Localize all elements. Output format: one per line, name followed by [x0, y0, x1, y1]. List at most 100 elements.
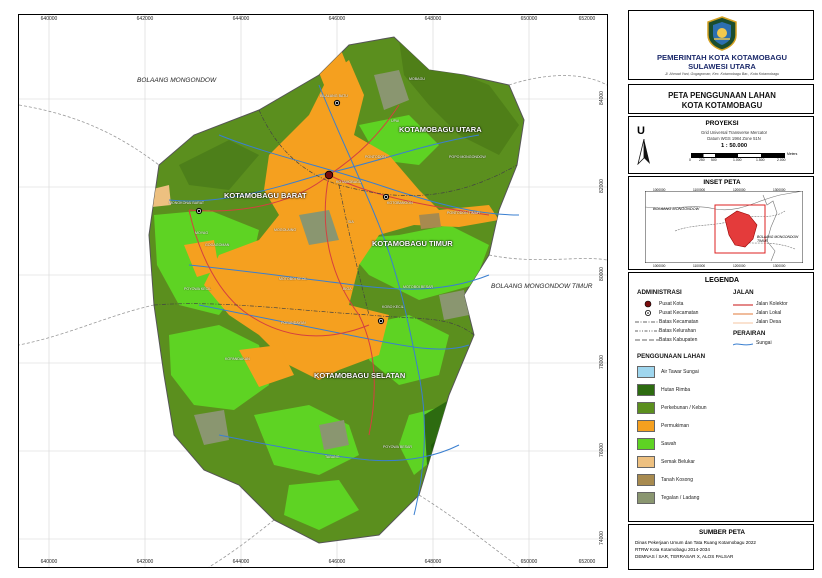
district-center-symbol — [645, 310, 651, 316]
village-label: UPAI — [391, 119, 400, 123]
grid-y-label-left: 76000 — [18, 443, 21, 457]
projection-heading: PROYEKSI — [705, 120, 739, 127]
legend-item: Batas Kabupaten — [659, 337, 698, 343]
legend-item: Permukiman — [661, 423, 690, 429]
inset-box: INSET PETA BOLAANG MONGONDOW BOLAANG MON… — [628, 176, 814, 270]
land-use-patches — [149, 40, 519, 530]
grid-x-label-bottom: 646000 — [328, 559, 346, 565]
grid-x-label-bottom: 640000 — [40, 559, 58, 565]
grid-x-label-top: 650000 — [520, 16, 538, 22]
map-sidebar: PEMERINTAH KOTA KOTAMOBAGU SULAWESI UTAR… — [628, 10, 814, 570]
village-label: TABANG — [325, 455, 340, 459]
scale-tick: 0 — [689, 158, 691, 162]
village-label: PONTODON — [365, 155, 386, 159]
river-lines — [168, 84, 520, 516]
village-road-symbol — [733, 322, 753, 324]
legend-item: Tegalan / Ladang — [661, 495, 700, 501]
inset-map — [645, 191, 803, 263]
inset-extent-box — [714, 204, 766, 254]
scale-tick: 250 — [699, 158, 705, 162]
landuse-swatch — [637, 420, 655, 432]
scale-unit: Meters — [787, 152, 798, 156]
neighbor-label-bolaang-mongondow: BOLAANG MONGONDOW — [137, 77, 217, 84]
grid-x-label-bottom: 652000 — [578, 559, 596, 565]
village-label: GOGAGOMAN — [205, 243, 230, 247]
city-center-symbol — [644, 300, 652, 308]
village-label: KOPANDAKAN — [225, 357, 250, 361]
projection-system: Grid Universal Transverse Mercator — [700, 130, 768, 135]
river-symbol — [733, 343, 753, 346]
inset-label-bm: BOLAANG MONGONDOW — [653, 207, 700, 211]
legend-item: Batas Kecamatan — [659, 319, 699, 325]
org-subtitle: SULAWESI UTARA — [688, 62, 756, 71]
collector-road-symbol — [733, 304, 753, 306]
grid-x-label-top: 644000 — [232, 16, 250, 22]
kotamobagu-emblem-icon — [707, 16, 737, 51]
village-label: POPO MONGONDOW — [449, 155, 486, 159]
landuse-swatch — [637, 456, 655, 468]
region-label-utara: KOTAMOBAGU UTARA — [399, 125, 482, 134]
village-label: POBUNDAYAN — [281, 321, 306, 325]
grid-x-label-top: 646000 — [328, 16, 346, 22]
landuse-swatch — [637, 474, 655, 486]
source-line: RTRW Kota Kotamobagu 2014-2034 — [635, 547, 710, 552]
legend-item: Pusat Kota — [659, 301, 684, 307]
regency-boundary-symbol — [635, 339, 659, 341]
land-use-map — [19, 15, 607, 567]
village-label: MOGOLAING — [274, 228, 297, 232]
map-title-box: PETA PENGGUNAAN LAHAN KOTA KOTAMOBAGU — [628, 84, 814, 114]
legend-item: Jalan Kolektor — [756, 301, 788, 307]
source-heading: SUMBER PETA — [698, 529, 746, 536]
source-line: Dinas Pekerjaan Umum dan Tata Ruang Kota… — [635, 540, 756, 545]
village-label: MOYAG — [195, 231, 209, 235]
grid-x-label-bottom: 650000 — [520, 559, 538, 565]
inset-tick-bottom: 1200000 — [733, 264, 746, 268]
legend-water-heading: PERAIRAN — [733, 330, 766, 337]
village-label: KOTOBANGON — [387, 201, 413, 205]
grid-x-label-bottom: 642000 — [136, 559, 154, 565]
landuse-swatch — [637, 438, 655, 450]
grid-y-label-right: 80000 — [598, 267, 605, 281]
legend-item: Sungai — [756, 340, 772, 346]
village-label: KOBO KECIL — [382, 305, 404, 309]
regency-boundary-lines — [19, 75, 607, 567]
projection-datum: Datum WGS 1984 Zone 51N — [707, 136, 761, 141]
village-label: KOTAMOBAGU — [336, 180, 362, 184]
city-center-marker — [324, 170, 334, 180]
scale-bar — [691, 153, 785, 158]
legend-item: Tanah Kosong — [661, 477, 693, 483]
village-label: MOTOBOI KECIL — [279, 277, 308, 281]
grid-x-label-bottom: 648000 — [424, 559, 442, 565]
village-label: MOBAGU — [409, 77, 425, 81]
map-scale: 1 : 50.000 — [720, 143, 748, 149]
scale-tick: 500 — [711, 158, 717, 162]
landuse-swatch — [637, 492, 655, 504]
neighbor-label-bolaang-mongondow-timur: BOLAANG MONGONDOW TIMUR — [491, 283, 593, 290]
grid-y-label-right: 82000 — [598, 179, 605, 193]
village-label: BIGA — [343, 287, 352, 291]
village-boundary-symbol — [635, 330, 659, 332]
village-label: POYOWA BESAR — [383, 445, 413, 449]
grid-y-label-right: 78000 — [598, 355, 605, 369]
inset-tick-bottom: 1300000 — [773, 264, 786, 268]
scale-tick: 2.000 — [777, 158, 786, 162]
grid-y-label-right: 84000 — [598, 91, 605, 105]
landuse-swatch — [637, 366, 655, 378]
grid-y-label-right: 74000 — [598, 531, 605, 545]
map-frame[interactable]: 640000 642000 644000 646000 648000 65000… — [18, 14, 608, 568]
legend-item: Perkebunan / Kebun — [661, 405, 707, 411]
legend-item: Jalan Lokal — [756, 310, 782, 316]
grid-x-label-top: 642000 — [136, 16, 154, 22]
region-label-selatan: KOTAMOBAGU SELATAN — [314, 371, 406, 380]
map-subtitle: KOTA KOTAMOBAGU — [681, 101, 763, 110]
legend-item: Hutan Rimba — [661, 387, 691, 393]
north-label: U — [637, 125, 645, 137]
region-label-barat: KOTAMOBAGU BARAT — [224, 191, 307, 200]
village-label: MOTOBOI BESAR — [403, 285, 434, 289]
north-arrow-icon — [637, 139, 650, 165]
grid-y-label-left: 84000 — [18, 91, 21, 105]
grid-x-label-top: 652000 — [578, 16, 596, 22]
source-box: SUMBER PETA Dinas Pekerjaan Umum dan Tat… — [628, 524, 814, 570]
legend-item: Semak Belukar — [661, 459, 695, 465]
inset-tick-bottom: 1100000 — [693, 264, 706, 268]
